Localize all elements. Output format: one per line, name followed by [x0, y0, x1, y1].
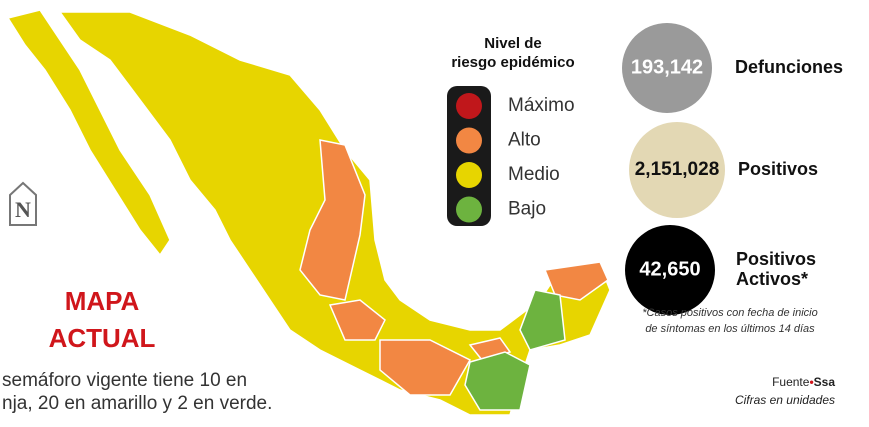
description: semáforo vigente tiene 10 en [2, 370, 247, 391]
legend-title: Nivel de [484, 35, 542, 52]
legend: Máximo Alto Medio Bajo [456, 93, 575, 223]
stat-value: 193,142 [631, 56, 703, 78]
legend-label: Alto [508, 130, 541, 151]
green-campeche [519, 289, 566, 351]
map-title: MAPA [65, 286, 140, 316]
stat-label: Positivos [738, 159, 818, 179]
legend-label: Bajo [508, 199, 546, 220]
legend-light [456, 196, 482, 223]
logo-frame [9, 181, 37, 226]
stat-circle [622, 23, 712, 113]
legend-light [456, 93, 482, 119]
green-chiapas [464, 351, 531, 411]
stat-value: 42,650 [639, 258, 700, 280]
legend-label: Medio [508, 164, 560, 185]
traffic-light [447, 86, 491, 226]
footnote: de síntomas en los últimos 14 días [645, 323, 815, 335]
footnote: *Casos positivos con fecha de inicio [642, 307, 817, 319]
map [6, 9, 611, 416]
legend-label: Máximo [508, 95, 575, 116]
stat-value: 2,151,028 [635, 159, 720, 180]
stat-circle [625, 225, 715, 315]
source-bullet: • [809, 375, 813, 389]
map-title: ACTUAL [49, 323, 156, 353]
orange-south [379, 339, 472, 396]
source-prefix: Fuente [772, 375, 810, 389]
description: nja, 20 en amarillo y 2 en verde. [2, 393, 272, 414]
stat-label: Positivos [736, 249, 816, 269]
logo-letter: N [15, 197, 31, 222]
logo: N [9, 181, 37, 226]
orange-center-south [328, 299, 386, 341]
stat-label: Activos* [736, 269, 808, 289]
orange-central [299, 139, 366, 301]
source-name: Ssa [814, 375, 836, 389]
source: Fuente•Ssa [772, 375, 835, 389]
stat-circle [629, 122, 725, 218]
stat-label: Defunciones [735, 57, 843, 77]
legend-title: riesgo epidémico [451, 54, 574, 71]
baja-california [6, 9, 171, 257]
legend-light [456, 127, 482, 154]
stats: 193,142 Defunciones 2,151,028 Positivos 42,6… [622, 23, 843, 315]
orange-yucatan [543, 261, 609, 301]
legend-light [456, 162, 482, 188]
source-units: Cifras en unidades [735, 393, 835, 407]
